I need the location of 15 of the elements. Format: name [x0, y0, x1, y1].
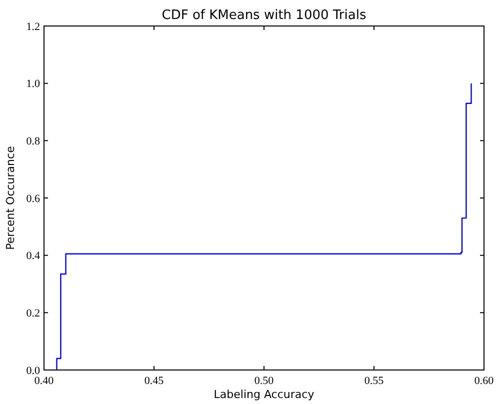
y-tick-label: 0.4: [26, 250, 40, 262]
x-tick-label: 0.60: [474, 375, 494, 387]
chart-title: CDF of KMeans with 1000 Trials: [162, 8, 366, 23]
y-tick-label: 0.6: [26, 192, 40, 205]
x-tick-label: 0.40: [34, 375, 54, 387]
x-tick-label: 0.45: [144, 375, 164, 387]
y-tick-label: 1.2: [26, 20, 40, 33]
y-tick-label: 0.8: [26, 136, 40, 148]
y-axis-title: Percent Occurance: [4, 146, 17, 250]
x-tick-label: 0.50: [254, 375, 274, 387]
x-axis-title: Labeling Accuracy: [214, 388, 315, 401]
y-tick-label: 1.0: [26, 78, 40, 90]
y-tick-label: 0.0: [26, 364, 40, 377]
y-tick-label: 0.2: [26, 308, 40, 320]
x-tick-label: 0.55: [364, 375, 384, 387]
